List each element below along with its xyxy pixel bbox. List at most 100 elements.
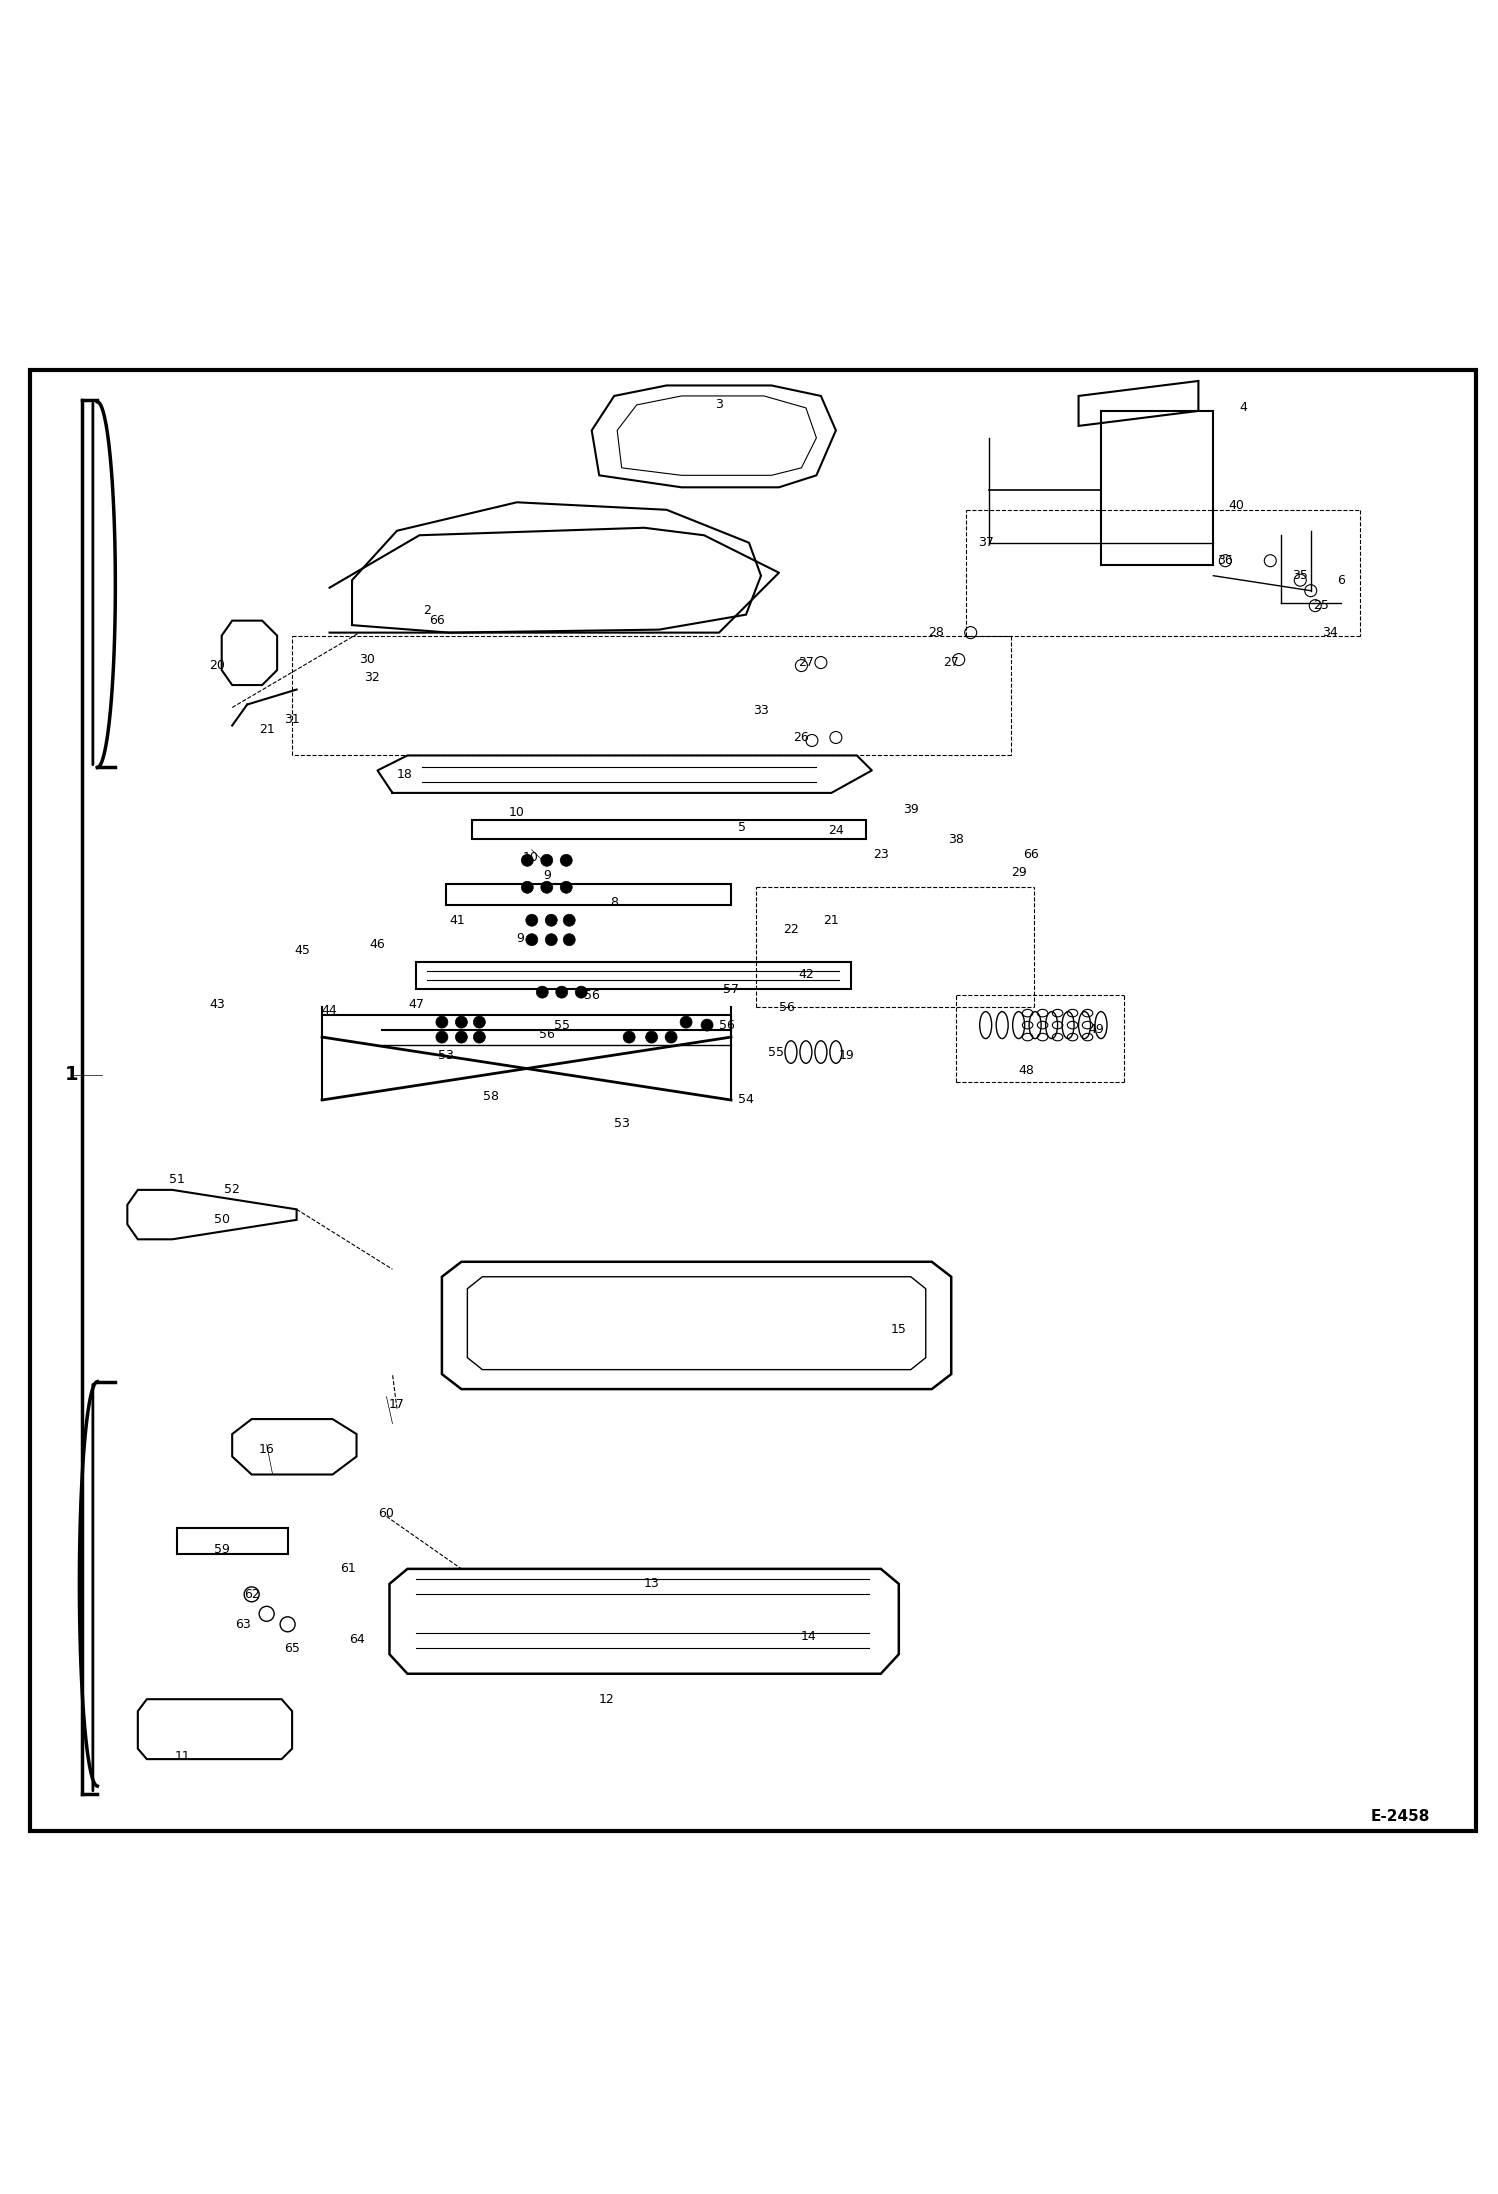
Circle shape — [541, 882, 553, 893]
Text: 48: 48 — [1019, 1064, 1034, 1077]
Text: 38: 38 — [948, 834, 963, 847]
Text: 52: 52 — [225, 1183, 240, 1196]
Text: 41: 41 — [449, 913, 464, 926]
Circle shape — [545, 915, 557, 926]
Text: 23: 23 — [873, 847, 888, 860]
Text: 39: 39 — [903, 803, 918, 816]
Text: 10: 10 — [523, 851, 538, 864]
Text: 9: 9 — [542, 869, 551, 882]
Text: 1: 1 — [64, 1064, 79, 1084]
Text: 35: 35 — [1293, 568, 1308, 581]
Circle shape — [665, 1031, 677, 1042]
Circle shape — [560, 853, 572, 867]
Text: 66: 66 — [1023, 847, 1038, 860]
Text: 16: 16 — [259, 1441, 274, 1455]
Text: 4: 4 — [1239, 402, 1248, 415]
Circle shape — [623, 1031, 635, 1042]
Circle shape — [541, 853, 553, 867]
Text: 34: 34 — [1323, 625, 1338, 638]
Text: 30: 30 — [360, 654, 374, 667]
Circle shape — [526, 935, 538, 946]
Text: 28: 28 — [929, 625, 944, 638]
Text: 47: 47 — [409, 998, 424, 1011]
Text: 6: 6 — [1336, 573, 1345, 586]
Text: 14: 14 — [801, 1630, 816, 1643]
Text: 26: 26 — [794, 731, 809, 744]
Text: 15: 15 — [891, 1323, 906, 1336]
Text: 60: 60 — [379, 1507, 394, 1520]
Text: 18: 18 — [397, 768, 412, 781]
Text: 27: 27 — [944, 656, 959, 669]
Text: 42: 42 — [798, 968, 813, 981]
Text: 2: 2 — [422, 603, 431, 617]
Text: 49: 49 — [1089, 1022, 1104, 1036]
Text: 25: 25 — [1314, 599, 1329, 612]
Text: 55: 55 — [554, 1018, 569, 1031]
Text: 5: 5 — [737, 821, 746, 834]
Text: 13: 13 — [644, 1577, 659, 1591]
Text: 57: 57 — [724, 983, 739, 996]
Text: 61: 61 — [340, 1562, 355, 1575]
Text: 21: 21 — [824, 913, 839, 926]
Text: E-2458: E-2458 — [1371, 1808, 1431, 1823]
Text: 22: 22 — [783, 924, 798, 935]
Circle shape — [455, 1016, 467, 1029]
Circle shape — [646, 1031, 658, 1042]
Circle shape — [556, 985, 568, 998]
Text: 31: 31 — [285, 713, 300, 726]
Text: 58: 58 — [484, 1090, 499, 1104]
Text: 45: 45 — [295, 943, 310, 957]
Text: 36: 36 — [1218, 555, 1233, 568]
Text: 53: 53 — [439, 1049, 454, 1062]
Circle shape — [455, 1031, 467, 1042]
Text: 37: 37 — [978, 535, 993, 548]
Text: 56: 56 — [779, 1000, 794, 1014]
Circle shape — [473, 1031, 485, 1042]
Text: 19: 19 — [839, 1049, 854, 1062]
Circle shape — [473, 1016, 485, 1029]
Circle shape — [563, 935, 575, 946]
Text: 43: 43 — [210, 998, 225, 1011]
Text: 65: 65 — [285, 1641, 300, 1654]
Text: 46: 46 — [370, 937, 385, 950]
Text: 29: 29 — [1011, 867, 1026, 880]
Text: 63: 63 — [235, 1617, 250, 1630]
Circle shape — [436, 1031, 448, 1042]
Text: 53: 53 — [614, 1117, 629, 1130]
Circle shape — [563, 915, 575, 926]
Text: 10: 10 — [509, 805, 524, 818]
Text: 17: 17 — [389, 1398, 404, 1411]
Text: 64: 64 — [349, 1632, 364, 1646]
Text: 62: 62 — [244, 1588, 259, 1602]
Circle shape — [701, 1018, 713, 1031]
Text: 32: 32 — [364, 671, 379, 685]
Circle shape — [436, 1016, 448, 1029]
Text: 27: 27 — [798, 656, 813, 669]
Text: 21: 21 — [259, 724, 274, 737]
Text: 7: 7 — [557, 985, 566, 998]
Circle shape — [560, 882, 572, 893]
Text: 11: 11 — [175, 1749, 190, 1762]
Text: 8: 8 — [610, 895, 619, 908]
Text: 66: 66 — [430, 614, 445, 627]
Circle shape — [680, 1016, 692, 1029]
Text: 56: 56 — [539, 1027, 554, 1040]
Text: 56: 56 — [584, 989, 599, 1003]
Text: 56: 56 — [719, 1018, 734, 1031]
Circle shape — [521, 853, 533, 867]
Text: 44: 44 — [322, 1003, 337, 1016]
Text: 3: 3 — [715, 399, 724, 412]
Circle shape — [575, 985, 587, 998]
Text: 54: 54 — [739, 1093, 753, 1106]
Text: 9: 9 — [515, 932, 524, 946]
Text: 20: 20 — [210, 658, 225, 671]
Circle shape — [545, 935, 557, 946]
Circle shape — [526, 915, 538, 926]
Text: 40: 40 — [1228, 498, 1243, 511]
Text: 12: 12 — [599, 1694, 614, 1705]
Circle shape — [521, 882, 533, 893]
Text: 33: 33 — [753, 704, 768, 717]
Circle shape — [536, 985, 548, 998]
Text: 50: 50 — [214, 1213, 229, 1226]
Text: 51: 51 — [169, 1174, 184, 1187]
